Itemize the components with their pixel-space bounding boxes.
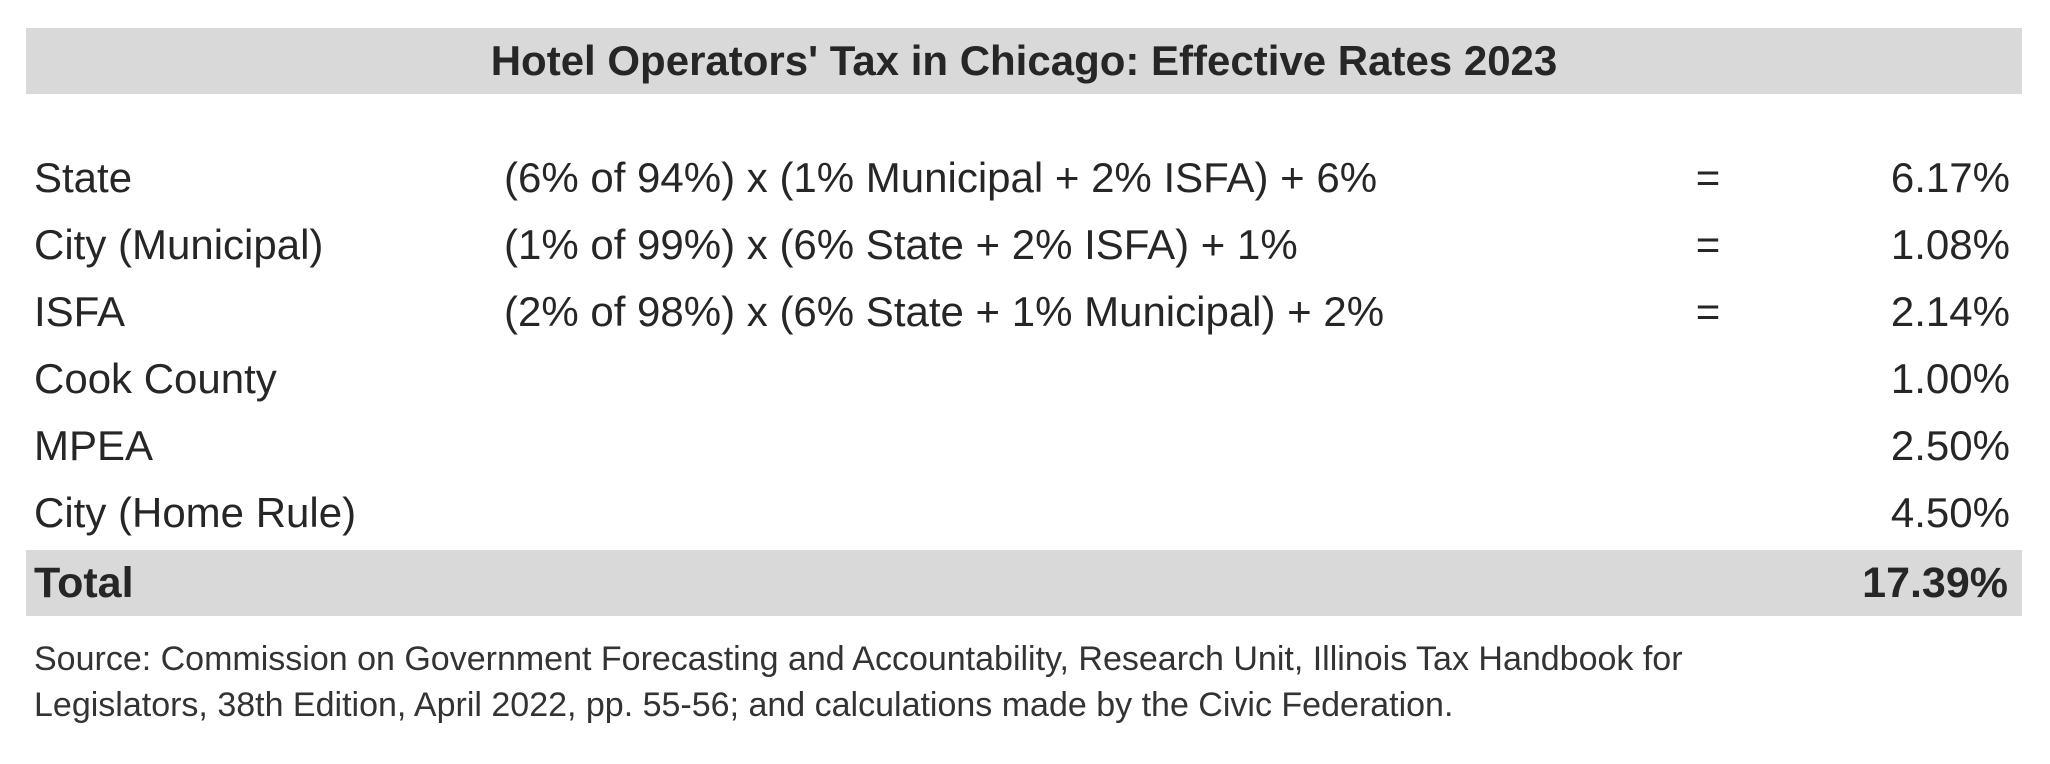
total-row: Total 17.39% (26, 550, 2022, 616)
row-rate: 1.08% (1890, 221, 2010, 268)
row-label: City (Home Rule) (34, 489, 357, 536)
row-rate: 1.00% (1890, 355, 2010, 402)
row-rate: 6.17% (1890, 154, 2010, 201)
table-title: Hotel Operators' Tax in Chicago: Effecti… (26, 28, 2022, 94)
table-row: Cook County 1.00% (0, 345, 2050, 412)
table-title-text: Hotel Operators' Tax in Chicago: Effecti… (490, 37, 1558, 84)
row-label: Cook County (34, 355, 277, 402)
row-rate: 2.50% (1890, 422, 2010, 469)
row-label: ISFA (34, 288, 126, 335)
table-row: State (6% of 94%) x (1% Municipal + 2% I… (0, 144, 2050, 211)
row-rate: 2.14% (1890, 288, 2010, 335)
rate-table: State (6% of 94%) x (1% Municipal + 2% I… (0, 144, 2050, 546)
row-equals: = (1695, 221, 1721, 268)
row-equals: = (1695, 154, 1721, 201)
row-formula: (2% of 98%) x (6% State + 1% Municipal) … (504, 288, 1385, 335)
table-row: ISFA (2% of 98%) x (6% State + 1% Munici… (0, 278, 2050, 345)
row-label: City (Municipal) (34, 221, 324, 268)
row-rate: 4.50% (1890, 489, 2010, 536)
table-row: City (Home Rule) 4.50% (0, 479, 2050, 546)
row-formula: (1% of 99%) x (6% State + 2% ISFA) + 1% (504, 221, 1298, 268)
row-equals: = (1695, 288, 1721, 335)
source-note: Source: Commission on Government Forecas… (34, 636, 2014, 728)
row-label: MPEA (34, 422, 154, 469)
row-label: State (34, 154, 133, 201)
source-line: Source: Commission on Government Forecas… (34, 640, 1683, 678)
row-formula: (6% of 94%) x (1% Municipal + 2% ISFA) +… (504, 154, 1378, 201)
total-rate: 17.39% (1862, 559, 2008, 607)
table-row: MPEA 2.50% (0, 412, 2050, 479)
table-row: City (Municipal) (1% of 99%) x (6% State… (0, 211, 2050, 278)
total-label: Total (34, 559, 134, 607)
source-line: Legislators, 38th Edition, April 2022, p… (34, 686, 1454, 724)
